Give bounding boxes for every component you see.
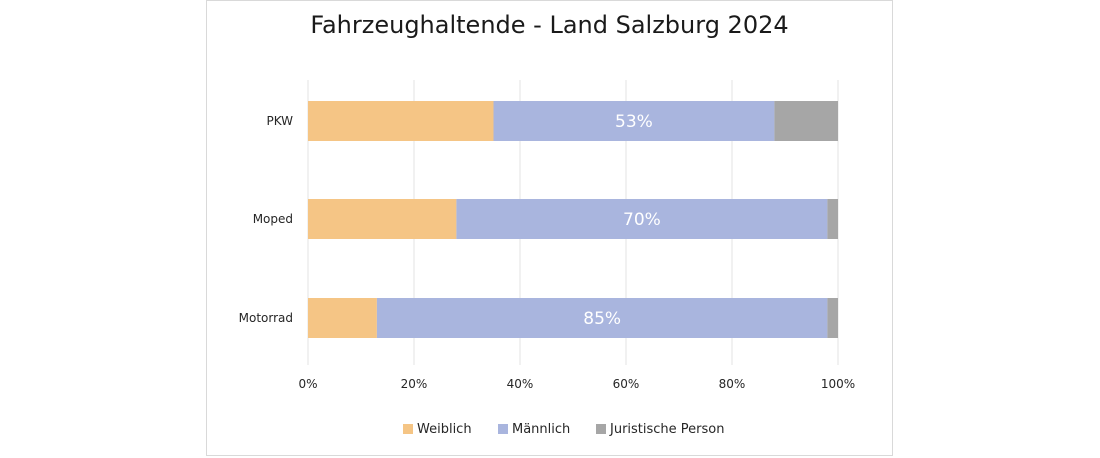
data-label: 53%: [615, 112, 653, 132]
bar-juristische-person: [774, 101, 838, 141]
x-tick-label: 100%: [821, 377, 855, 391]
legend-label: Weiblich: [417, 422, 472, 437]
x-tick-label: 20%: [401, 377, 428, 391]
bar-juristische-person: [827, 199, 838, 239]
legend-label: Männlich: [512, 422, 570, 437]
x-tick-label: 60%: [613, 377, 640, 391]
bar-weiblich: [308, 199, 457, 239]
legend-swatch: [403, 424, 413, 434]
category-label: Moped: [253, 212, 293, 226]
data-label: 70%: [623, 210, 661, 230]
category-label: Motorrad: [239, 311, 293, 325]
bar-weiblich: [308, 298, 377, 338]
x-tick-label: 0%: [298, 377, 317, 391]
chart-title: Fahrzeughaltende - Land Salzburg 2024: [310, 11, 789, 39]
legend-swatch: [498, 424, 508, 434]
legend-swatch: [596, 424, 606, 434]
bar-m-nnlich: [493, 101, 775, 141]
x-tick-label: 40%: [507, 377, 534, 391]
data-label: 85%: [583, 309, 621, 329]
bar-m-nnlich: [376, 298, 828, 338]
bar-juristische-person: [827, 298, 838, 338]
legend-label: Juristische Person: [609, 422, 725, 437]
category-label: PKW: [266, 114, 293, 128]
x-tick-label: 80%: [719, 377, 746, 391]
bar-m-nnlich: [456, 199, 828, 239]
bar-weiblich: [308, 101, 494, 141]
